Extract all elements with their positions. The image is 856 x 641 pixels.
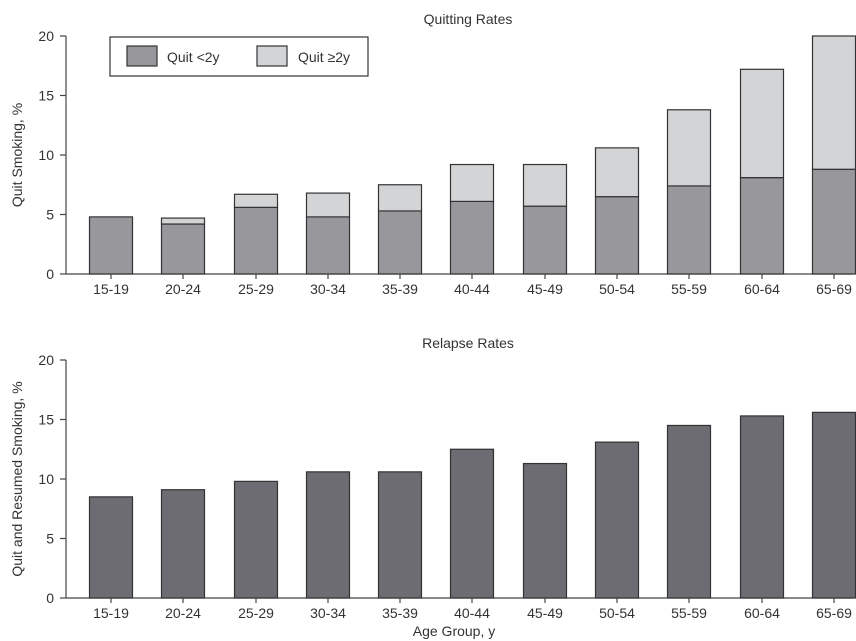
- quitting-bar-60-64-series-1: [739, 68, 785, 179]
- quitting-bar-35-39-series-1: [377, 184, 423, 212]
- relapse-bar-45-49: [522, 462, 568, 599]
- quitting-x-tick-label: 65-69: [816, 281, 852, 297]
- relapse-y-tick-label: 15: [38, 412, 54, 428]
- relapse-bar-35-39: [377, 471, 423, 599]
- relapse-x-tick-label: 65-69: [816, 605, 852, 621]
- quitting-y-tick-label: 10: [38, 147, 54, 163]
- relapse-y-tick-label: 5: [46, 531, 54, 547]
- quitting-x-tick-label: 20-24: [165, 281, 201, 297]
- relapse-bar-20-24: [160, 489, 206, 599]
- quitting-bar-50-54-series-0: [594, 196, 640, 275]
- quitting-x-tick-label: 30-34: [310, 281, 346, 297]
- relapse-x-tick-label: 55-59: [671, 605, 707, 621]
- relapse-bar-65-69: [811, 411, 856, 599]
- relapse-x-tick-label: 60-64: [744, 605, 780, 621]
- legend-label-quit-ge-2y: Quit ≥2y: [298, 49, 350, 65]
- relapse-y-tick-label: 0: [46, 590, 54, 606]
- relapse-x-tick-label: 15-19: [93, 605, 129, 621]
- quitting-bar-25-29-series-0: [233, 206, 279, 275]
- quitting-x-tick-label: 35-39: [382, 281, 418, 297]
- quitting-x-tick-label: 25-29: [238, 281, 274, 297]
- quitting-bar-20-24-series-1: [160, 217, 206, 225]
- quitting-bar-30-34-series-1: [305, 192, 351, 218]
- quitting-rates-legend: Quit <2y Quit ≥2y: [109, 36, 369, 77]
- quitting-bar-30-34-series-0: [305, 216, 351, 275]
- relapse-x-tick-label: 20-24: [165, 605, 201, 621]
- relapse-bar-30-34: [305, 471, 351, 599]
- relapse-x-tick-label: 40-44: [454, 605, 490, 621]
- quitting-bar-65-69-series-0: [811, 168, 856, 275]
- quitting-bar-55-59-series-1: [666, 109, 712, 187]
- quitting-bar-35-39-series-0: [377, 210, 423, 275]
- quitting-x-tick-label: 45-49: [527, 281, 563, 297]
- quitting-bar-65-69-series-1: [811, 35, 856, 170]
- relapse-bar-50-54: [594, 441, 640, 599]
- relapse-rates-chart: Relapse Rates Quit and Resumed Smoking, …: [9, 335, 856, 639]
- quitting-x-tick-label: 40-44: [454, 281, 490, 297]
- quitting-bar-60-64-series-0: [739, 177, 785, 275]
- quitting-y-tick-label: 15: [38, 88, 54, 104]
- quitting-bar-40-44-series-1: [449, 163, 495, 203]
- quitting-y-tick-label: 5: [46, 207, 54, 223]
- quitting-bar-45-49-series-0: [522, 205, 568, 275]
- quitting-x-tick-label: 55-59: [671, 281, 707, 297]
- quitting-rates-title: Quitting Rates: [424, 11, 513, 27]
- relapse-x-tick-label: 25-29: [238, 605, 274, 621]
- quitting-bar-20-24-series-0: [160, 223, 206, 275]
- quitting-rates-y-axis-title: Quit Smoking, %: [9, 103, 25, 207]
- quitting-bar-15-19-series-0: [88, 216, 134, 275]
- relapse-x-tick-label: 30-34: [310, 605, 346, 621]
- quitting-bar-25-29-series-1: [233, 193, 279, 208]
- relapse-bar-40-44: [449, 448, 495, 599]
- relapse-rates-y-axis-title: Quit and Resumed Smoking, %: [9, 381, 25, 576]
- relapse-y-tick-label: 10: [38, 471, 54, 487]
- relapse-bar-60-64: [739, 415, 785, 599]
- relapse-x-tick-label: 50-54: [599, 605, 635, 621]
- relapse-y-tick-label: 20: [38, 352, 54, 368]
- quitting-y-tick-label: 20: [38, 28, 54, 44]
- legend-label-quit-lt-2y: Quit <2y: [167, 49, 220, 65]
- quitting-rates-chart: Quitting Rates Quit Smoking, % 0 5 10 15 20 1…: [9, 11, 856, 297]
- relapse-bar-55-59: [666, 424, 712, 599]
- quitting-bar-45-49-series-1: [522, 163, 568, 207]
- relapse-bar-25-29: [233, 480, 279, 599]
- relapse-x-tick-label: 45-49: [527, 605, 563, 621]
- quitting-bar-50-54-series-1: [594, 147, 640, 198]
- legend-box: [109, 36, 369, 77]
- relapse-bar-15-19: [88, 496, 134, 599]
- quitting-x-tick-label: 60-64: [744, 281, 780, 297]
- quitting-x-tick-label: 15-19: [93, 281, 129, 297]
- quitting-bar-55-59-series-0: [666, 185, 712, 275]
- relapse-rates-title: Relapse Rates: [422, 335, 514, 351]
- quitting-x-tick-label: 50-54: [599, 281, 635, 297]
- quitting-y-tick-label: 0: [46, 266, 54, 282]
- relapse-rates-x-axis-title: Age Group, y: [413, 623, 496, 639]
- quitting-bar-40-44-series-0: [449, 200, 495, 275]
- legend-swatch-quit-lt-2y: [126, 45, 158, 67]
- relapse-x-tick-label: 35-39: [382, 605, 418, 621]
- legend-swatch-quit-ge-2y: [256, 45, 288, 67]
